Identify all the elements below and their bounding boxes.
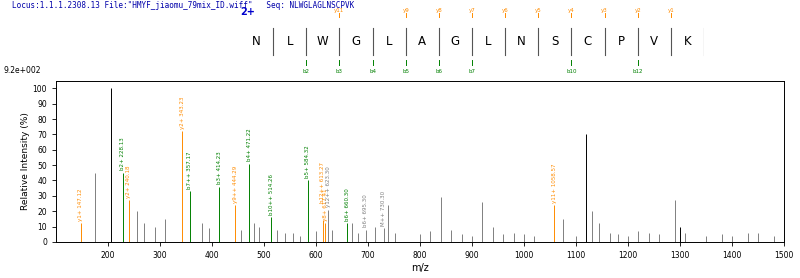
Text: b2: b2 — [302, 70, 310, 75]
Text: b5: b5 — [402, 70, 410, 75]
Text: b7: b7 — [469, 70, 475, 75]
Text: y2+ 240.18: y2+ 240.18 — [126, 166, 131, 198]
Text: y2: y2 — [634, 8, 641, 13]
Text: y2+ 343.23: y2+ 343.23 — [180, 96, 185, 129]
Text: N: N — [252, 35, 261, 48]
Text: y7: y7 — [469, 8, 475, 13]
Text: y8+ 617.41: y8+ 617.41 — [322, 189, 327, 221]
Text: b4+ 471.22: b4+ 471.22 — [246, 128, 251, 161]
Text: b7++ 357.17: b7++ 357.17 — [187, 152, 192, 189]
Text: C: C — [584, 35, 592, 48]
Text: K: K — [684, 35, 691, 48]
Text: b6+ 695.30: b6+ 695.30 — [363, 195, 368, 227]
Text: G: G — [451, 35, 460, 48]
Text: b2+ 228.13: b2+ 228.13 — [120, 138, 125, 170]
Text: 2+: 2+ — [240, 7, 255, 17]
Text: b10++ 514.26: b10++ 514.26 — [269, 174, 274, 215]
Text: y11+ 1058.57: y11+ 1058.57 — [552, 163, 557, 203]
Text: y11: y11 — [334, 8, 345, 13]
Text: b4: b4 — [369, 70, 376, 75]
Text: L: L — [486, 35, 492, 48]
Text: y3: y3 — [601, 8, 608, 13]
Text: L: L — [286, 35, 293, 48]
Text: M++ 730.30: M++ 730.30 — [382, 191, 386, 226]
Text: b3: b3 — [336, 70, 343, 75]
Text: V: V — [650, 35, 658, 48]
Text: y1: y1 — [667, 8, 674, 13]
Text: 9.2e+002: 9.2e+002 — [4, 66, 42, 75]
Text: G: G — [351, 35, 361, 48]
Text: L: L — [386, 35, 392, 48]
Text: W: W — [317, 35, 329, 48]
Text: A: A — [418, 35, 426, 48]
Text: S: S — [551, 35, 558, 48]
Text: y1+ 147.12: y1+ 147.12 — [78, 189, 83, 221]
Text: b6: b6 — [435, 70, 442, 75]
Text: N: N — [518, 35, 526, 48]
Text: b6+ 660.30: b6+ 660.30 — [345, 188, 350, 221]
Text: y4: y4 — [568, 8, 575, 13]
Text: b12++ 613.27: b12++ 613.27 — [321, 162, 326, 203]
Text: y8: y8 — [435, 8, 442, 13]
Text: P: P — [618, 35, 625, 48]
Text: b3+ 414.23: b3+ 414.23 — [217, 152, 222, 184]
Text: y9: y9 — [402, 8, 409, 13]
Y-axis label: Relative Intensity (%): Relative Intensity (%) — [21, 112, 30, 210]
Text: y12++ 623.30: y12++ 623.30 — [326, 167, 330, 207]
X-axis label: m/z: m/z — [411, 263, 429, 273]
Text: b5+ 584.32: b5+ 584.32 — [306, 145, 310, 178]
Text: y5: y5 — [535, 8, 542, 13]
Text: Locus:1.1.1.2308.13 File:"HMYF_jiaomu_79mix_ID.wiff"   Seq: NLWGLAGLNSCPVK: Locus:1.1.1.2308.13 File:"HMYF_jiaomu_79… — [12, 1, 354, 10]
Text: b10: b10 — [566, 70, 577, 75]
Text: y6: y6 — [502, 8, 509, 13]
Text: y9++ 444.29: y9++ 444.29 — [233, 165, 238, 203]
Text: b12: b12 — [633, 70, 643, 75]
